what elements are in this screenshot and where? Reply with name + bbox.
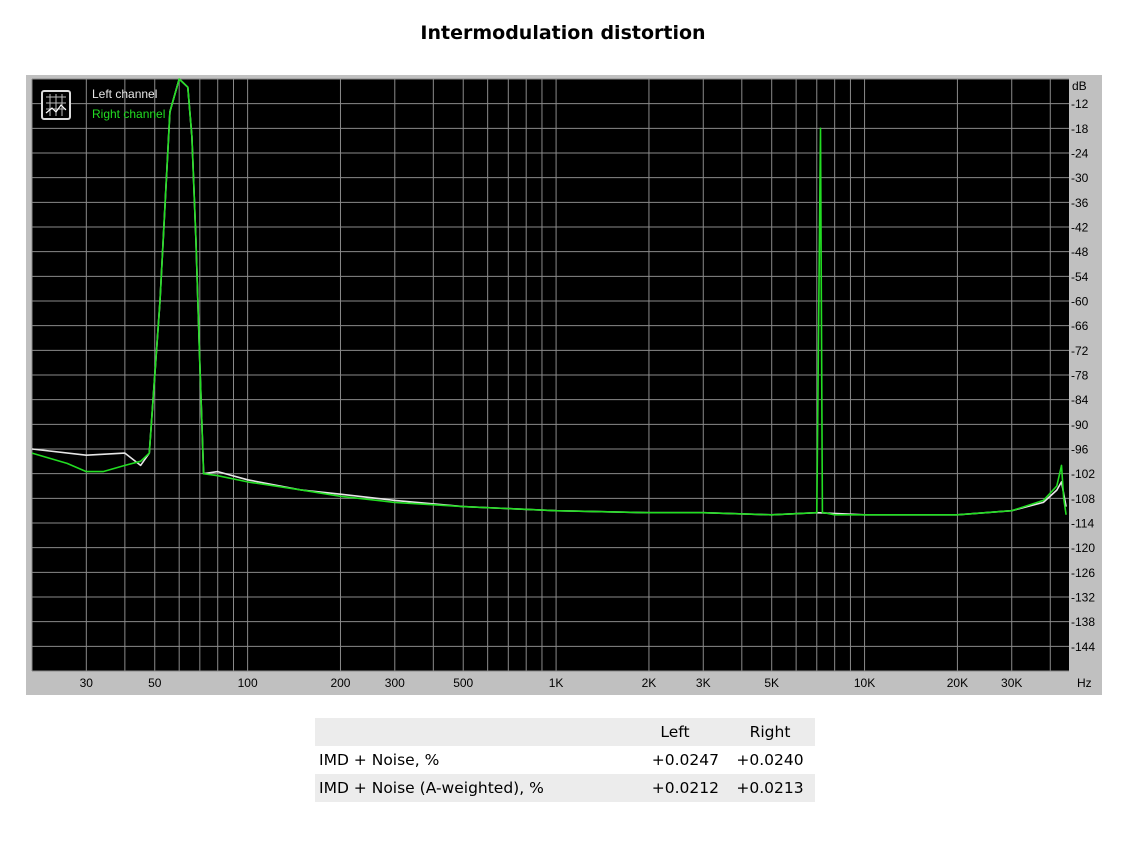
y-tick-label: -138 xyxy=(1071,615,1095,629)
y-tick-label: -96 xyxy=(1071,443,1089,457)
results-row: IMD + Noise (A-weighted), % +0.0212 +0.0… xyxy=(315,774,815,802)
x-tick-label: 200 xyxy=(330,676,350,690)
chart-icon xyxy=(41,90,71,120)
results-header-row: Left Right xyxy=(315,718,815,746)
x-tick-label: 1K xyxy=(549,676,564,690)
results-header-label xyxy=(315,718,627,746)
legend-right-label: Right channel xyxy=(92,107,165,121)
x-tick-label: 300 xyxy=(385,676,405,690)
x-tick-label: 3K xyxy=(696,676,711,690)
x-tick-label: 100 xyxy=(238,676,258,690)
axis-layer: 30 50 100 200 300 500 1K 2K 3K 5K 10K 20K 30K Hz dB -12… xyxy=(80,79,1096,690)
y-tick-label: -144 xyxy=(1071,640,1095,654)
x-tick-label: 30 xyxy=(80,676,94,690)
legend: Left channel Right channel xyxy=(41,87,165,121)
y-tick-label: -42 xyxy=(1071,221,1089,235)
right-channel-line xyxy=(31,78,1067,516)
spectrum-chart: Left channel Right channel 30 50 100 200 300… xyxy=(26,75,1102,695)
results-row-label: IMD + Noise, % xyxy=(319,751,440,769)
x-tick-label: 50 xyxy=(148,676,162,690)
y-tick-label: -18 xyxy=(1071,122,1089,136)
chart-svg: Left channel Right channel 30 50 100 200 300… xyxy=(31,78,1096,690)
results-table: Left Right IMD + Noise, % +0.0247 +0.024… xyxy=(315,718,815,802)
series-layer xyxy=(31,78,1067,516)
y-tick-label: -102 xyxy=(1071,467,1095,481)
x-tick-label: 500 xyxy=(453,676,473,690)
results-left-value: +0.0212 xyxy=(651,779,719,797)
y-tick-label: -60 xyxy=(1071,295,1089,309)
x-tick-label: 10K xyxy=(854,676,875,690)
results-row: IMD + Noise, % +0.0247 +0.0240 xyxy=(315,746,815,774)
y-tick-label: -36 xyxy=(1071,196,1089,210)
y-tick-label: -126 xyxy=(1071,566,1095,580)
grid-layer xyxy=(31,78,1069,672)
y-tick-label: -54 xyxy=(1071,270,1089,284)
y-tick-label: -108 xyxy=(1071,492,1095,506)
x-tick-label: 5K xyxy=(764,676,779,690)
y-unit-label: dB xyxy=(1072,79,1087,93)
results-header-left: Left xyxy=(660,723,690,741)
chart-title: Intermodulation distortion xyxy=(420,22,706,44)
x-tick-label: 2K xyxy=(642,676,657,690)
legend-left-label: Left channel xyxy=(92,87,157,101)
results-left-value: +0.0247 xyxy=(651,751,719,769)
y-tick-label: -66 xyxy=(1071,319,1089,333)
y-tick-label: -72 xyxy=(1071,344,1089,358)
y-tick-label: -12 xyxy=(1071,97,1089,111)
x-tick-label: 20K xyxy=(947,676,968,690)
y-tick-label: -24 xyxy=(1071,147,1089,161)
y-tick-label: -132 xyxy=(1071,591,1095,605)
results-right-value: +0.0213 xyxy=(736,779,804,797)
results-header-right: Right xyxy=(749,723,791,741)
y-tick-label: -114 xyxy=(1071,517,1094,531)
x-tick-label: 30K xyxy=(1001,676,1022,690)
y-tick-label: -120 xyxy=(1071,541,1095,555)
y-tick-label: -90 xyxy=(1071,418,1089,432)
y-tick-label: -78 xyxy=(1071,369,1089,383)
results-right-value: +0.0240 xyxy=(736,751,804,769)
y-tick-label: -84 xyxy=(1071,393,1089,407)
x-unit-label: Hz xyxy=(1077,676,1092,690)
y-tick-label: -48 xyxy=(1071,245,1089,259)
results-row-label: IMD + Noise (A-weighted), % xyxy=(319,779,544,797)
y-tick-label: -30 xyxy=(1071,171,1089,185)
